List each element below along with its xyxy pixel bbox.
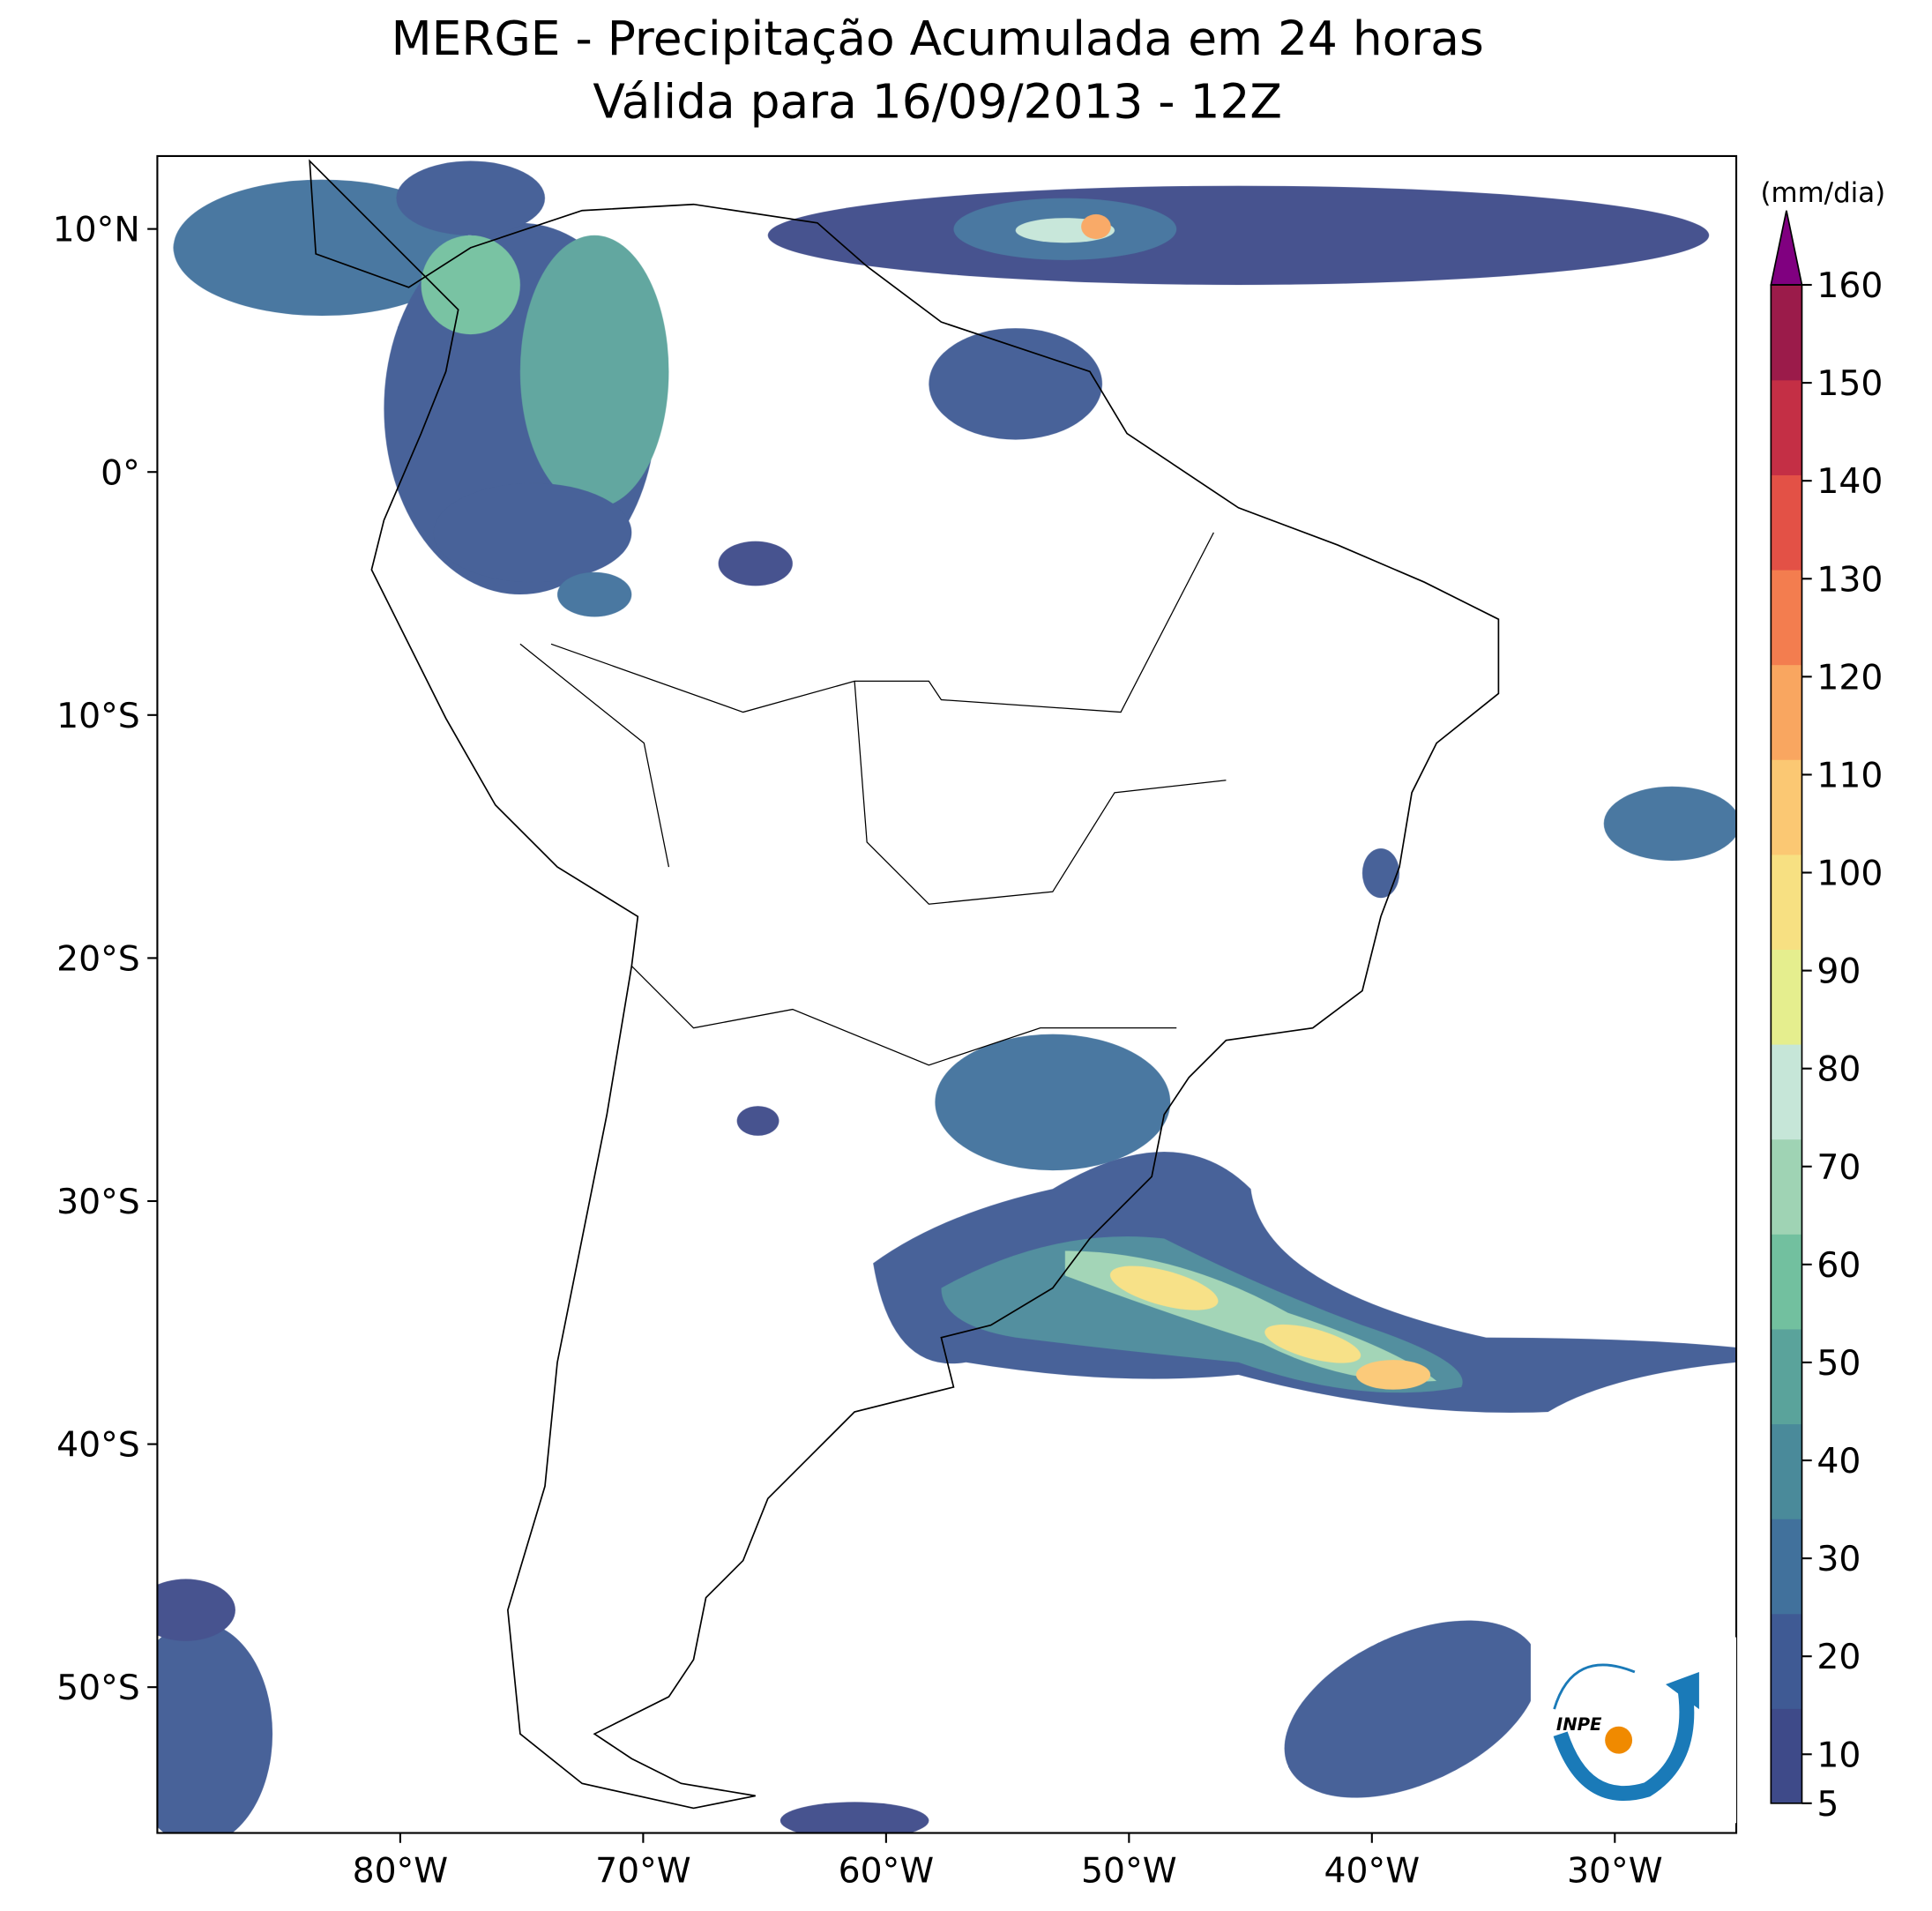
colorbar-tick-label: 30: [1816, 1540, 1861, 1579]
coastline: [309, 159, 1500, 1810]
colorbar-tick-label: 50: [1816, 1344, 1861, 1384]
colorbar-band: [1771, 1708, 1802, 1804]
colorbar-band: [1771, 569, 1802, 666]
colorbar-band: [1771, 1518, 1802, 1615]
colorbar-tick-label: 160: [1816, 266, 1883, 306]
colorbar-tick-label: 70: [1816, 1148, 1861, 1188]
colorbar-band: [1771, 949, 1802, 1045]
colorbar-band: [1771, 1234, 1802, 1330]
map-frame: [156, 154, 1738, 1834]
y-tick-label: 40°S: [56, 1426, 140, 1466]
colorbar-band: [1771, 1423, 1802, 1519]
colorbar-tick-label: 120: [1816, 658, 1883, 698]
borders: [519, 532, 1227, 1066]
x-tick-label: 50°W: [1081, 1852, 1177, 1892]
colorbar-tick-label: 5: [1816, 1785, 1839, 1825]
colorbar-band: [1771, 1043, 1802, 1140]
colorbar-band: [1771, 1138, 1802, 1235]
colorbar-tick-label: 20: [1816, 1638, 1861, 1677]
y-tick-label: 50°S: [56, 1668, 140, 1708]
map-content: [157, 159, 1737, 1833]
colorbar-tick-label: 60: [1816, 1246, 1861, 1286]
colorbar-extension: [1770, 210, 1803, 286]
x-tick-label: 40°W: [1324, 1852, 1421, 1892]
colorbar-band: [1771, 1613, 1802, 1709]
colorbar-tick-label: 10: [1816, 1736, 1861, 1775]
y-tick-label: 10°S: [56, 697, 140, 736]
x-tick-label: 70°W: [595, 1852, 691, 1892]
colorbar-tick-label: 100: [1816, 855, 1883, 894]
logo: INPE: [1530, 1637, 1737, 1824]
colorbar-tick-label: 90: [1816, 952, 1861, 992]
title-line-1: MERGE - Precipitação Acumulada em 24 hor…: [392, 11, 1484, 66]
colorbar-tick-label: 150: [1816, 364, 1883, 404]
y-tick-label: 10°N: [53, 211, 140, 250]
colorbar-tick-label: 40: [1816, 1442, 1861, 1482]
colorbar-tick-label: 110: [1816, 756, 1883, 795]
colorbar-tick-label: 140: [1816, 462, 1883, 502]
colorbar-tick-label: 80: [1816, 1050, 1861, 1090]
x-tick-label: 30°W: [1567, 1852, 1663, 1892]
colorbar-band: [1771, 854, 1802, 951]
y-tick-label: 30°S: [56, 1183, 140, 1222]
colorbar-band: [1771, 664, 1802, 760]
colorbar-tick-label: 130: [1816, 560, 1883, 600]
x-tick-label: 80°W: [353, 1852, 449, 1892]
colorbar-frame: [1770, 284, 1803, 1804]
y-tick-label: 20°S: [56, 939, 140, 979]
logo-text: INPE: [1556, 1714, 1602, 1735]
colorbar-band: [1771, 474, 1802, 571]
precipitation: [157, 160, 1737, 1833]
colorbar-label: (mm/dia): [1760, 177, 1885, 209]
colorbar-band: [1771, 1328, 1802, 1425]
y-tick-label: 0°: [101, 453, 140, 493]
colorbar-band: [1771, 759, 1802, 855]
x-tick-label: 60°W: [839, 1852, 935, 1892]
title-line-2: Válida para 16/09/2013 - 12Z: [593, 73, 1282, 129]
colorbar-band: [1771, 285, 1802, 381]
colorbar-band: [1771, 379, 1802, 475]
